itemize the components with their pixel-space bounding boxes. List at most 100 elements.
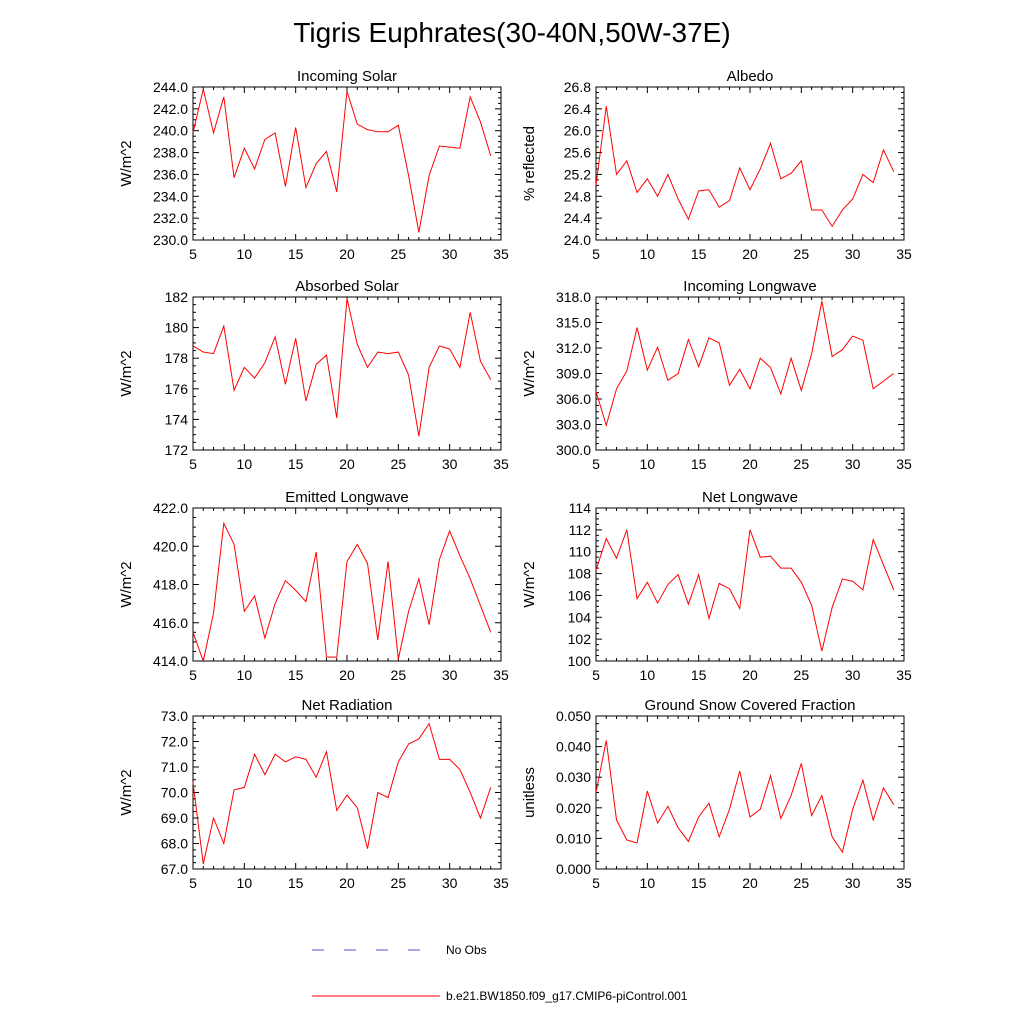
x-tick-label: 25	[391, 456, 407, 472]
figure-title: Tigris Euphrates(30-40N,50W-37E)	[293, 17, 730, 48]
y-tick-label: 318.0	[556, 289, 591, 305]
series-line	[595, 740, 895, 854]
x-tick-label: 15	[691, 456, 707, 472]
x-tick-label: 15	[288, 246, 304, 262]
x-tick-label: 20	[742, 456, 758, 472]
x-tick-label: 25	[794, 456, 810, 472]
panel-title: Net Longwave	[702, 489, 798, 506]
x-tick-label: 20	[742, 246, 758, 262]
y-tick-label: 25.6	[564, 145, 591, 161]
x-tick-label: 25	[391, 246, 407, 262]
x-tick-label: 10	[640, 246, 656, 262]
x-tick-label: 35	[896, 875, 912, 891]
y-tick-label: 416.0	[153, 615, 188, 631]
x-tick-label: 30	[442, 667, 458, 683]
x-tick-label: 35	[896, 456, 912, 472]
y-tick-label: 106	[568, 587, 592, 603]
chart-panel: Albedo 5 10 15 20 25 30 35 24.0 24.4 24.8 25.2 25.6 2…	[521, 68, 912, 262]
series-line	[192, 722, 492, 865]
y-tick-label: 242.0	[153, 101, 188, 117]
panel-title: Net Radiation	[302, 697, 393, 714]
series-line	[595, 301, 895, 428]
y-tick-label: 110	[569, 544, 592, 560]
chart-panel: Emitted Longwave 5 10 15 20 25 30 35 414.0 416.0 4…	[118, 489, 509, 683]
x-tick-label: 35	[493, 667, 509, 683]
y-tick-label: 24.8	[564, 188, 591, 204]
x-tick-label: 10	[237, 456, 253, 472]
y-tick-label: 420.0	[153, 538, 188, 554]
x-tick-label: 5	[592, 456, 600, 472]
plot-frame	[595, 715, 905, 870]
y-tick-label: 174	[165, 411, 189, 427]
y-tick-label: 172	[165, 442, 189, 458]
y-tick-label: 244.0	[153, 79, 188, 95]
y-tick-label: 108	[568, 566, 592, 582]
y-tick-label: 114	[569, 500, 592, 516]
y-axis-label: W/m^2	[118, 561, 135, 607]
plot-frame	[595, 296, 905, 451]
legend-obs-label: No Obs	[446, 943, 487, 957]
panel-title: Emitted Longwave	[285, 489, 408, 506]
legend: No Obs b.e21.BW1850.f09_g17.CMIP6-piCont…	[312, 943, 688, 1003]
x-tick-label: 5	[592, 667, 600, 683]
panel-title: Incoming Solar	[297, 68, 397, 85]
y-tick-label: 176	[165, 381, 189, 397]
x-tick-label: 15	[691, 875, 707, 891]
x-tick-label: 25	[794, 875, 810, 891]
x-tick-label: 5	[189, 667, 197, 683]
y-tick-label: 232.0	[153, 210, 188, 226]
x-tick-label: 5	[189, 875, 197, 891]
y-tick-label: 100	[568, 653, 592, 669]
x-tick-label: 20	[339, 667, 355, 683]
chart-panel: Ground Snow Covered Fraction 5 10 15 20 25 30 3…	[521, 697, 912, 891]
x-tick-label: 10	[237, 667, 253, 683]
chart-panel: Absorbed Solar 5 10 15 20 25 30 35 172 174 176 178 1…	[118, 278, 509, 472]
x-tick-label: 25	[794, 667, 810, 683]
y-tick-label: 0.030	[556, 769, 591, 785]
y-axis-label: % reflected	[521, 126, 538, 201]
y-tick-label: 182	[165, 289, 189, 305]
y-tick-label: 26.4	[564, 101, 591, 117]
x-tick-label: 20	[742, 875, 758, 891]
y-tick-label: 306.0	[556, 391, 591, 407]
series-line	[192, 298, 492, 437]
y-tick-label: 240.0	[153, 123, 188, 139]
series-line	[595, 106, 895, 228]
x-tick-label: 15	[691, 667, 707, 683]
x-tick-label: 30	[442, 246, 458, 262]
y-tick-label: 309.0	[556, 366, 591, 382]
chart-panel: Incoming Solar 5 10 15 20 25 30 35 230.0 232.0 234…	[118, 68, 509, 262]
panel-title: Incoming Longwave	[683, 278, 816, 295]
panel-title: Ground Snow Covered Fraction	[645, 697, 856, 714]
plot-frame	[192, 507, 502, 662]
y-axis-label: W/m^2	[118, 769, 135, 815]
x-tick-label: 10	[237, 875, 253, 891]
x-tick-label: 15	[288, 456, 304, 472]
x-tick-label: 5	[189, 246, 197, 262]
y-tick-label: 236.0	[153, 166, 188, 182]
y-tick-label: 303.0	[556, 417, 591, 433]
plot-frame	[192, 296, 502, 451]
chart-panel: Net Radiation 5 10 15 20 25 30 35 67.0 68.0 69.0 70…	[118, 697, 509, 891]
x-tick-label: 30	[442, 875, 458, 891]
x-tick-label: 25	[794, 246, 810, 262]
x-tick-label: 15	[288, 875, 304, 891]
legend-model-label: b.e21.BW1850.f09_g17.CMIP6-piControl.001	[446, 989, 688, 1003]
x-tick-label: 10	[640, 456, 656, 472]
y-tick-label: 0.020	[556, 800, 591, 816]
y-tick-label: 24.4	[564, 210, 591, 226]
x-tick-label: 15	[691, 246, 707, 262]
x-tick-label: 5	[592, 246, 600, 262]
y-tick-label: 312.0	[556, 340, 591, 356]
x-tick-label: 25	[391, 667, 407, 683]
x-tick-label: 20	[339, 246, 355, 262]
y-tick-label: 414.0	[153, 653, 188, 669]
x-tick-label: 20	[339, 875, 355, 891]
x-tick-label: 35	[493, 875, 509, 891]
y-tick-label: 178	[165, 350, 189, 366]
series-line	[192, 89, 492, 233]
x-tick-label: 5	[189, 456, 197, 472]
x-tick-label: 20	[742, 667, 758, 683]
x-tick-label: 10	[640, 875, 656, 891]
x-tick-label: 35	[493, 246, 509, 262]
